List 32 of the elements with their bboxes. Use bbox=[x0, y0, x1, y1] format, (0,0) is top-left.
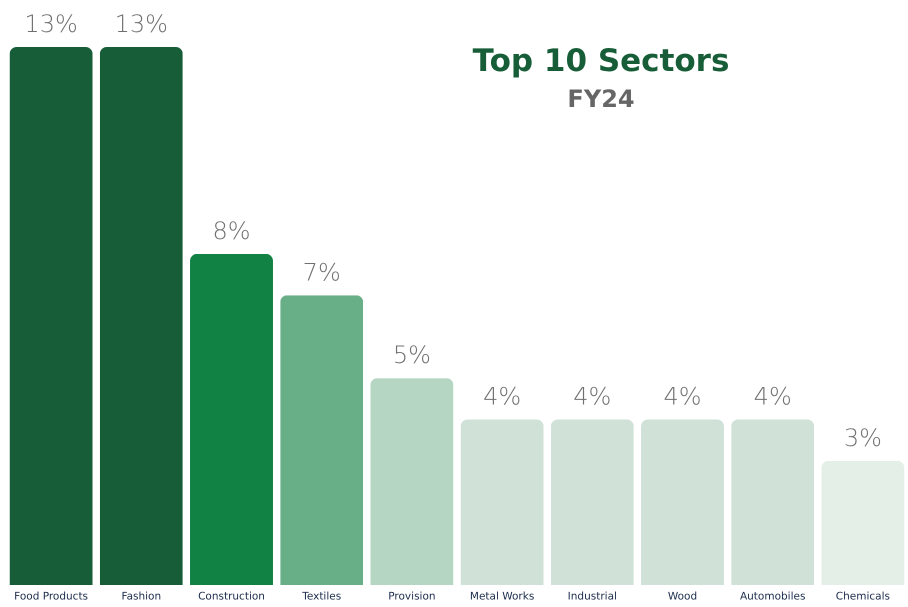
x-tick-label: Fashion bbox=[121, 590, 162, 602]
data-label: 13% bbox=[24, 10, 78, 38]
data-label: 3% bbox=[844, 424, 882, 452]
bar bbox=[10, 47, 93, 585]
x-tick-label: Construction bbox=[198, 590, 265, 602]
x-tick-label: Industrial bbox=[568, 590, 617, 602]
bar bbox=[280, 295, 364, 585]
bar bbox=[370, 378, 454, 585]
bar bbox=[190, 254, 273, 585]
data-label: 7% bbox=[302, 258, 341, 286]
data-label: 13% bbox=[114, 10, 168, 38]
x-tick-label: Food Products bbox=[14, 590, 88, 602]
x-tick-label: Textiles bbox=[301, 590, 342, 602]
data-label: 4% bbox=[754, 382, 792, 410]
x-tick-label: Automobiles bbox=[740, 590, 806, 602]
x-tick-label: Provision bbox=[388, 590, 436, 602]
data-label: 4% bbox=[483, 382, 522, 410]
text: FY24 bbox=[567, 85, 635, 113]
bar bbox=[460, 419, 544, 585]
x-tick-label: Chemicals bbox=[836, 590, 890, 602]
bar bbox=[550, 419, 634, 585]
x-tick-label: Wood bbox=[668, 590, 698, 602]
bar bbox=[731, 419, 814, 585]
bar bbox=[821, 460, 904, 585]
x-tick-label: Metal Works bbox=[470, 590, 534, 602]
bar bbox=[641, 419, 724, 585]
chart-title: Top 10 Sectors bbox=[472, 43, 730, 79]
data-label: 4% bbox=[573, 382, 612, 410]
data-label: 8% bbox=[212, 216, 251, 245]
bar bbox=[100, 47, 183, 585]
data-label: 5% bbox=[392, 341, 431, 370]
data-label: 4% bbox=[663, 382, 702, 410]
